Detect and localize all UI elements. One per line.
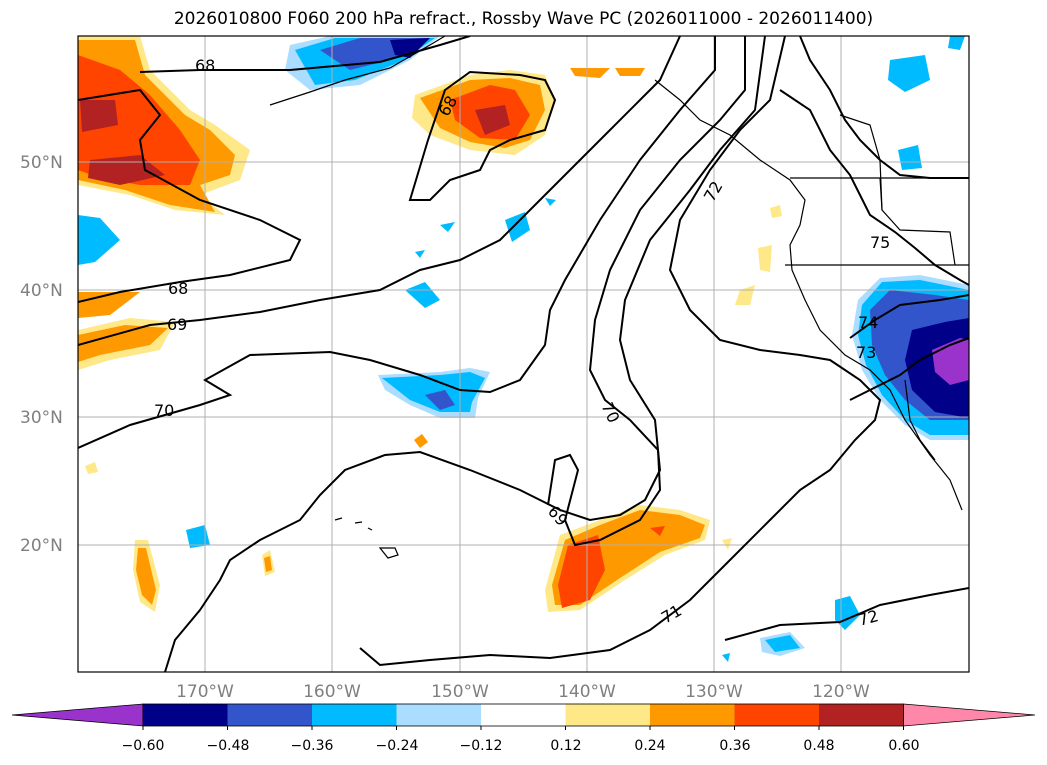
map-title: 2026010800 F060 200 hPa refract., Rossby… <box>173 9 874 29</box>
lat-label: 30°N <box>20 408 63 428</box>
lon-label: 120°W <box>812 682 870 702</box>
colorbar-outline <box>142 703 904 727</box>
colorbar-tick-label: 0.24 <box>634 738 665 754</box>
lat-label: 20°N <box>20 536 63 556</box>
graticule <box>78 36 969 672</box>
colorbar-extend-min <box>11 703 144 727</box>
colorbar <box>11 703 1036 730</box>
contour-label: 68 <box>195 56 215 75</box>
contour-label: 70 <box>154 401 174 420</box>
colorbar-segment <box>565 704 651 726</box>
colorbar-segment <box>312 704 397 726</box>
colorbar-tick-label: −0.60 <box>122 738 165 754</box>
lat-label: 50°N <box>20 153 63 173</box>
lon-label: 160°W <box>303 682 361 702</box>
colorbar-segment <box>734 704 820 726</box>
height-contours <box>78 36 969 672</box>
colorbar-segment <box>396 704 482 726</box>
colorbar-ticks: −0.60 −0.48 −0.36 −0.24 −0.12 0.12 0.24 … <box>122 738 920 754</box>
colorbar-tick-label: −0.48 <box>207 738 250 754</box>
colorbar-tick-label: 0.36 <box>719 738 750 754</box>
contour-label: 75 <box>870 233 890 252</box>
lat-label: 40°N <box>20 281 63 301</box>
colorbar-tick-label: −0.12 <box>460 738 503 754</box>
contour-label: 69 <box>167 315 187 334</box>
colorbar-segment <box>143 704 228 726</box>
coastlines <box>269 36 969 559</box>
colorbar-tick-label: 0.60 <box>888 738 919 754</box>
colorbar-tick-label: 0.12 <box>550 738 581 754</box>
colorbar-segment <box>227 704 313 726</box>
colorbar-tick-label: 0.48 <box>803 738 834 754</box>
contour-label: 68 <box>168 279 188 298</box>
lon-label: 170°W <box>176 682 234 702</box>
contour-label: 74 <box>858 313 878 332</box>
contour-label: 72 <box>856 606 881 630</box>
lon-label: 140°W <box>558 682 616 702</box>
colorbar-extend-max <box>903 703 1036 727</box>
map-border <box>77 35 970 673</box>
colorbar-segment <box>481 704 566 726</box>
colorbar-tick-label: −0.36 <box>291 738 334 754</box>
contour-label: 73 <box>856 343 876 362</box>
colorbar-segment <box>650 704 735 726</box>
refractivity-anomaly-shading <box>78 36 969 662</box>
lon-label: 130°W <box>685 682 743 702</box>
lon-label: 150°W <box>431 682 489 702</box>
colorbar-tick-label: −0.24 <box>376 738 419 754</box>
colorbar-segment <box>819 704 904 726</box>
